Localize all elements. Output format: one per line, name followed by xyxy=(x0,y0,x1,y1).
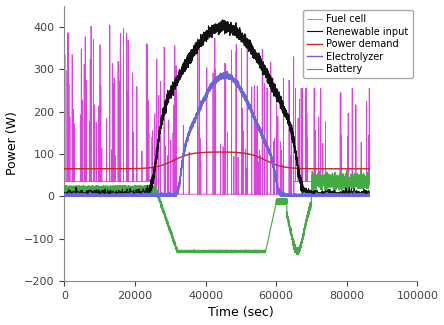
Fuel cell xyxy=(304,111,309,115)
Battery xyxy=(77,187,82,191)
Fuel cell xyxy=(288,192,293,196)
Electrolyzer xyxy=(256,123,261,126)
Power demand xyxy=(77,167,82,171)
Renewable input xyxy=(77,194,83,198)
Fuel cell xyxy=(256,192,261,196)
Fuel cell xyxy=(367,180,372,184)
Renewable input xyxy=(62,194,67,198)
Battery xyxy=(255,249,261,253)
Power demand xyxy=(217,150,222,154)
Battery xyxy=(288,229,293,233)
Renewable input xyxy=(256,59,261,63)
Renewable input xyxy=(220,18,225,22)
Electrolyzer xyxy=(172,194,178,198)
Electrolyzer xyxy=(288,194,293,198)
Battery xyxy=(296,253,301,256)
Renewable input xyxy=(367,194,372,198)
Fuel cell xyxy=(107,23,112,27)
X-axis label: Time (sec): Time (sec) xyxy=(208,306,274,319)
Fuel cell xyxy=(77,180,82,184)
Power demand xyxy=(172,158,178,162)
Line: Renewable input: Renewable input xyxy=(64,20,369,196)
Electrolyzer xyxy=(367,194,372,198)
Renewable input xyxy=(62,194,67,198)
Battery xyxy=(242,249,247,253)
Battery xyxy=(304,214,309,218)
Line: Battery: Battery xyxy=(64,170,369,254)
Line: Fuel cell: Fuel cell xyxy=(64,25,369,194)
Power demand xyxy=(62,167,67,171)
Renewable input xyxy=(242,40,248,44)
Electrolyzer xyxy=(242,93,248,97)
Electrolyzer xyxy=(77,194,82,198)
Fuel cell xyxy=(150,192,155,196)
Battery xyxy=(62,191,67,195)
Renewable input xyxy=(288,128,293,132)
Power demand xyxy=(256,155,261,159)
Fuel cell xyxy=(172,192,178,196)
Line: Electrolyzer: Electrolyzer xyxy=(64,72,369,196)
Fuel cell xyxy=(62,180,67,184)
Line: Power demand: Power demand xyxy=(64,152,369,169)
Electrolyzer xyxy=(224,70,230,73)
Power demand xyxy=(242,151,248,155)
Battery xyxy=(367,176,372,180)
Renewable input xyxy=(172,81,178,84)
Power demand xyxy=(367,167,372,171)
Legend: Fuel cell, Renewable input, Power demand, Electrolyzer, Battery: Fuel cell, Renewable input, Power demand… xyxy=(303,10,412,78)
Power demand xyxy=(304,167,309,171)
Battery xyxy=(358,168,363,172)
Electrolyzer xyxy=(62,194,67,198)
Battery xyxy=(172,240,178,243)
Renewable input xyxy=(304,189,309,193)
Fuel cell xyxy=(242,192,248,196)
Electrolyzer xyxy=(304,194,309,198)
Y-axis label: Power (W): Power (W) xyxy=(6,111,19,175)
Power demand xyxy=(288,166,293,170)
